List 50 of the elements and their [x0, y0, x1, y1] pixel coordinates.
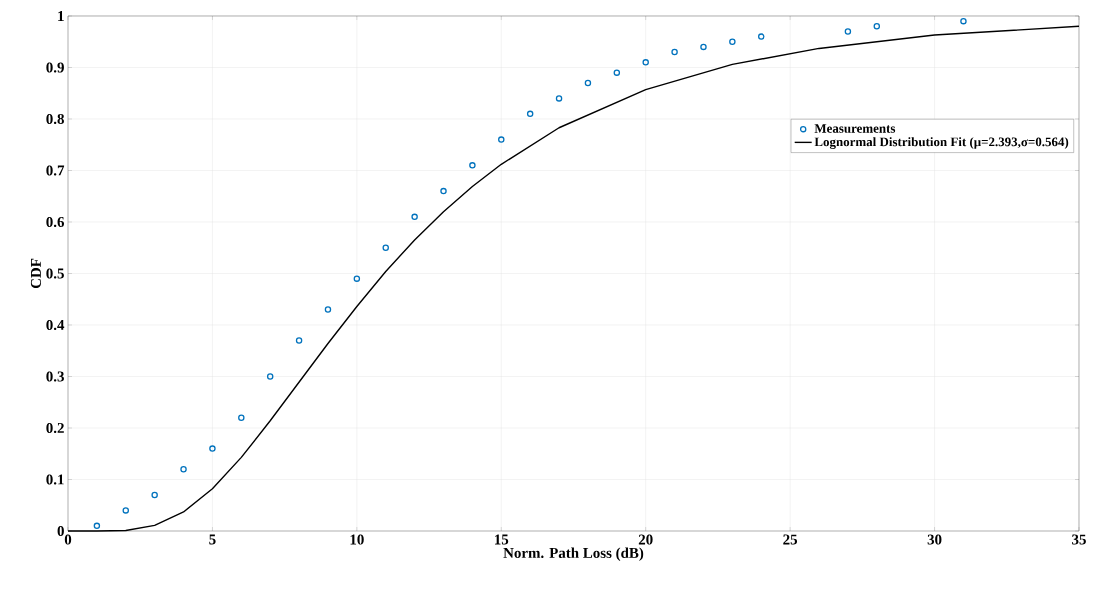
y-axis-title: CDF [30, 258, 41, 289]
y-tick-label: 0.7 [46, 165, 65, 176]
x-tick-label: 30 [927, 534, 942, 545]
legend-label: Measurements [814, 124, 896, 133]
y-tick-label: 0.2 [46, 422, 64, 434]
point [526, 110, 534, 118]
point [382, 244, 389, 251]
point [642, 59, 649, 66]
y-tick-label: 0 [57, 525, 64, 537]
point [729, 38, 736, 45]
x-axis-title: Norm. Path Loss (dB) [503, 547, 644, 562]
point [960, 17, 967, 25]
point [151, 491, 158, 499]
y-tick-label: 0.8 [46, 113, 64, 125]
y-tick-label: 0.1 [46, 474, 64, 485]
y-tick-label: 0.3 [46, 371, 64, 382]
x-tick-label: 10 [350, 534, 364, 545]
x-tick-label: 0 [64, 534, 72, 545]
y-tick-label: 0.5 [46, 268, 64, 279]
x-tick-label: 20 [638, 534, 653, 545]
point [498, 136, 505, 143]
y-tick-label: 0.9 [46, 62, 64, 73]
x-tick-label: 15 [495, 534, 509, 545]
point [324, 306, 332, 313]
y-tick-label: 0.4 [46, 319, 65, 331]
point [238, 414, 245, 421]
point [700, 43, 707, 51]
point [180, 465, 187, 473]
point [209, 445, 216, 452]
point [469, 162, 476, 169]
point [266, 373, 274, 380]
x-tick-label: 25 [783, 534, 798, 545]
x-tick-label: 5 [209, 534, 216, 545]
point [411, 213, 418, 221]
point [613, 69, 621, 76]
point [671, 48, 678, 56]
x-tick-label: 35 [1072, 534, 1086, 545]
point [555, 95, 563, 102]
legend-label: Lognormal Distribution Fit (μ=2.393,σ=0.564) [814, 137, 1069, 149]
point [93, 522, 101, 530]
point [295, 337, 303, 344]
point [758, 33, 765, 40]
y-tick-label: 0.6 [46, 216, 65, 228]
point [122, 507, 130, 514]
y-tick-label: 1 [58, 11, 64, 21]
point [873, 23, 881, 30]
point [584, 79, 592, 87]
point [440, 187, 447, 195]
point [353, 275, 361, 282]
point [844, 28, 852, 35]
